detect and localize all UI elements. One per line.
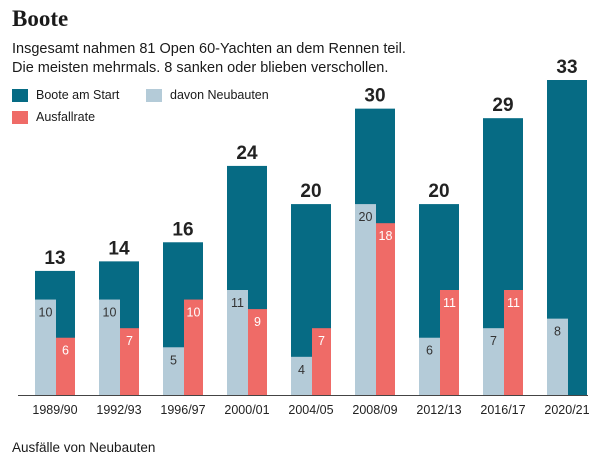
bar-neubauten-0: [35, 299, 56, 395]
legend-label-start: Boote am Start: [36, 88, 120, 102]
bar-neubauten-4: [291, 356, 312, 395]
bar-neubauten-3: [227, 290, 248, 395]
footer-heading: Ausfälle von Neubauten: [12, 440, 156, 455]
x-tick-label-8: 2020/21: [544, 403, 589, 417]
x-tick-label-4: 2004/05: [288, 403, 333, 417]
bar-ausfall-7: [504, 290, 523, 395]
legend-swatch-start: [12, 88, 28, 102]
legend-item-start: Boote am Start: [12, 88, 119, 102]
bar-neubauten-8: [547, 318, 568, 395]
bar-ausfall-0: [56, 337, 75, 395]
label-start-7: 29: [492, 95, 513, 116]
label-start-3: 24: [236, 143, 258, 164]
legend-label-neubauten: davon Neubauten: [170, 88, 269, 102]
chart-subtitle: Insgesamt nahmen 81 Open 60-Yachten an d…: [12, 40, 406, 78]
legend-swatch-neubauten: [146, 88, 162, 102]
x-tick-label-1: 1992/93: [96, 403, 141, 417]
x-tick-label-2: 1996/97: [160, 403, 205, 417]
label-ausfall-5: 18: [379, 229, 393, 243]
bar-ausfall-3: [248, 309, 267, 395]
bar-neubauten-7: [483, 328, 504, 395]
subtitle-line-1: Insgesamt nahmen 81 Open 60-Yachten an d…: [12, 41, 406, 57]
label-neubauten-1: 10: [103, 306, 117, 320]
bar-neubauten-1: [99, 299, 120, 395]
chart-title: Boote: [12, 6, 69, 31]
x-tick-label-6: 2012/13: [416, 403, 461, 417]
label-start-6: 20: [428, 181, 449, 202]
label-neubauten-8: 8: [554, 325, 561, 339]
bar-ausfall-4: [312, 328, 331, 395]
label-ausfall-2: 10: [187, 306, 201, 320]
label-neubauten-4: 4: [298, 363, 305, 377]
label-start-4: 20: [300, 181, 321, 202]
legend-item-ausfall: Ausfallrate: [12, 110, 95, 124]
legend-label-ausfall: Ausfallrate: [36, 110, 96, 124]
bar-ausfall-6: [440, 290, 459, 395]
label-start-5: 30: [364, 86, 385, 107]
label-ausfall-6: 11: [443, 296, 456, 310]
bar-neubauten-2: [163, 347, 184, 395]
x-tick-label-5: 2008/09: [352, 403, 397, 417]
bar-ausfall-2: [184, 299, 203, 395]
label-neubauten-0: 10: [39, 306, 53, 320]
legend-swatch-ausfall: [12, 110, 28, 124]
bar-neubauten-6: [419, 337, 440, 395]
label-ausfall-3: 9: [254, 315, 261, 329]
bar-ausfall-5: [376, 223, 395, 395]
subtitle-line-2: Die meisten mehrmals. 8 sanken oder blie…: [12, 60, 389, 76]
label-start-1: 14: [108, 238, 130, 259]
legend-item-neubauten: davon Neubauten: [146, 88, 269, 102]
label-ausfall-0: 6: [62, 344, 69, 358]
label-neubauten-3: 11: [231, 296, 244, 310]
label-neubauten-2: 5: [170, 353, 177, 367]
x-tick-label-0: 1989/90: [32, 403, 77, 417]
label-neubauten-6: 6: [426, 344, 433, 358]
x-tick-label-7: 2016/17: [480, 403, 525, 417]
label-neubauten-7: 7: [490, 334, 497, 348]
label-ausfall-7: 11: [507, 296, 520, 310]
label-start-2: 16: [172, 219, 193, 240]
label-start-8: 33: [556, 57, 577, 78]
bar-neubauten-5: [355, 204, 376, 395]
bar-ausfall-1: [120, 328, 139, 395]
label-neubauten-5: 20: [359, 210, 373, 224]
label-ausfall-1: 7: [126, 334, 133, 348]
label-start-0: 13: [44, 248, 65, 269]
label-ausfall-4: 7: [318, 334, 325, 348]
x-tick-label-3: 2000/01: [224, 403, 269, 417]
